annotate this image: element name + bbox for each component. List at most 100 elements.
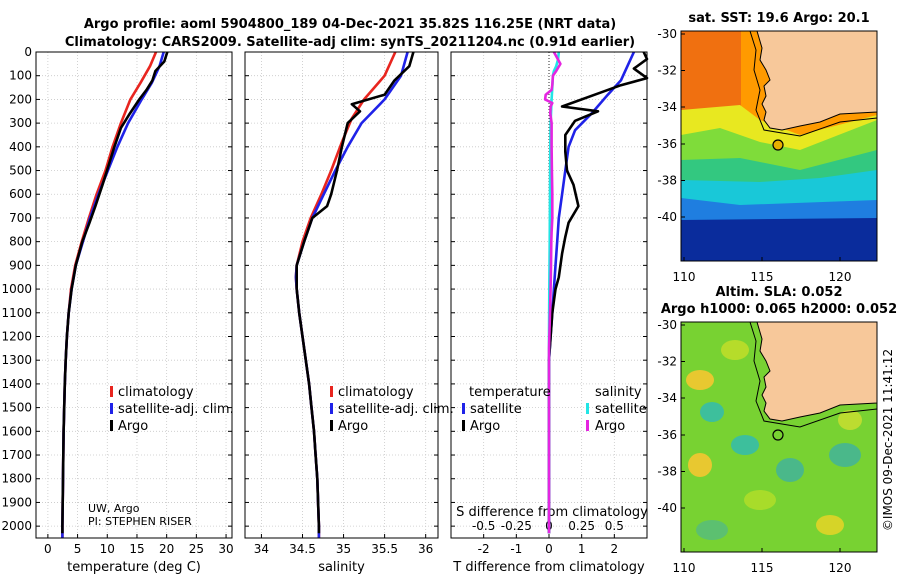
- difference-panel: -2 -1 0 1 2-0.5 -0.25 0 0.25 0.5S difference fro…: [450, 51, 649, 575]
- y-tick-label: 600: [9, 187, 32, 201]
- x-tick-label: 25: [189, 542, 204, 556]
- sla-high-anomaly: [686, 370, 714, 390]
- x-tick-label: 35.5: [371, 542, 398, 556]
- legend-swatch-satellite: [110, 403, 113, 414]
- figure-title-line1: Argo profile: aoml 5904800_189 04-Dec-20…: [84, 17, 616, 32]
- legend-swatch-s-satellite: [586, 403, 589, 414]
- y-tick-label: 100: [9, 69, 32, 83]
- sst-map-frame: [680, 30, 878, 262]
- legend-label-t-argo: Argo: [470, 419, 500, 434]
- legend-difference: temperature salinity satellite Argo sate…: [462, 385, 647, 434]
- sla-map-frame: [680, 321, 878, 553]
- plot-area: [245, 52, 438, 538]
- legend-swatch-t-satellite: [462, 403, 465, 414]
- x-tick-label: 15: [129, 542, 144, 556]
- s-tick-label: -0.25: [501, 519, 532, 533]
- legend-label-climatology: climatology: [118, 385, 194, 400]
- y-tick-label: 1800: [1, 472, 32, 486]
- lat-tick-label: -36: [657, 137, 677, 151]
- credit-institution: UW, Argo: [88, 502, 140, 515]
- lon-tick-label: 115: [751, 561, 774, 575]
- lat-tick-label: -30: [657, 318, 677, 332]
- sla-anomaly: [721, 340, 749, 360]
- sla-map-title-1: Altim. SLA: 0.052: [716, 285, 843, 300]
- sst-argo-location-marker: [772, 139, 784, 151]
- x-tick-label: 36: [418, 542, 433, 556]
- sla-isobath: [749, 322, 877, 428]
- legend-swatch-climatology: [110, 386, 113, 397]
- timestamp-watermark: ©IMOS 09-Dec-2021 11:41:12: [881, 349, 895, 531]
- sst-map-title: sat. SST: 19.6 Argo: 20.1: [688, 11, 869, 26]
- lat-tick-label: -32: [657, 64, 677, 78]
- legend-swatch-argo: [330, 420, 333, 431]
- x-tick-label: 34: [254, 542, 269, 556]
- sla-land-australia: [756, 322, 877, 422]
- x-tick-label: 0: [44, 542, 52, 556]
- lon-tick-label: 120: [829, 561, 852, 575]
- sla-map: -30 -32 -34 -36 -38 -40 110 115 120: [657, 318, 878, 575]
- s-axis-label: S difference from climatology: [456, 505, 648, 520]
- lat-tick-label: -34: [657, 391, 677, 405]
- x-tick-label: -2: [478, 542, 490, 556]
- plot-frame: [244, 51, 439, 539]
- s-tick-label: 0.5: [605, 519, 624, 533]
- lat-tick-label: -40: [657, 210, 677, 224]
- y-tick-label: 2000: [1, 519, 32, 533]
- lat-tick-label: -34: [657, 100, 677, 114]
- s-tick-label: -0.5: [472, 519, 495, 533]
- x-tick-label: 10: [100, 542, 115, 556]
- y-tick-label: 1100: [1, 306, 32, 320]
- y-tick-label: 500: [9, 164, 32, 178]
- sst-isobath: [749, 31, 877, 137]
- y-tick-label: 900: [9, 258, 32, 272]
- x-tick-label: 20: [159, 542, 174, 556]
- legend-label-argo: Argo: [338, 419, 368, 434]
- x-tick-label: 35: [336, 542, 351, 556]
- sst-water-deep-blue: [681, 218, 877, 261]
- x-tick-label: 2: [611, 542, 619, 556]
- y-tick-label: 1900: [1, 495, 32, 509]
- y-tick-label: 1300: [1, 353, 32, 367]
- legend-label-s-argo: Argo: [595, 419, 625, 434]
- legend-swatch-s-argo: [586, 420, 589, 431]
- lon-tick-label: 110: [673, 270, 696, 284]
- sla-low-anomaly: [829, 443, 861, 467]
- series-line-argo: [61, 51, 169, 534]
- sla-anomaly: [696, 520, 728, 540]
- x-axis-label: T difference from climatology: [452, 560, 645, 575]
- x-axis-label: temperature (deg C): [67, 560, 201, 575]
- sst-axis-ticks: -30 -32 -34 -36 -38 -40 110 115 120: [657, 27, 851, 284]
- legend-label-climatology: climatology: [338, 385, 414, 400]
- y-tick-label: 800: [9, 235, 32, 249]
- x-tick-label: 34.5: [289, 542, 316, 556]
- y-tick-label: 1200: [1, 329, 32, 343]
- figure-title-line2: Climatology: CARS2009. Satellite-adj cli…: [65, 35, 635, 50]
- sla-argo-location-marker: [772, 429, 784, 441]
- lat-tick-label: -30: [657, 27, 677, 41]
- x-tick-label: 1: [578, 542, 586, 556]
- y-tick-label: 1400: [1, 377, 32, 391]
- sla-anomaly: [816, 515, 844, 535]
- legend-swatch-t-argo: [462, 420, 465, 431]
- legend-label-satellite: satellite-adj. clim.: [338, 402, 454, 417]
- y-tick-label: 300: [9, 116, 32, 130]
- y-tick-label: 700: [9, 211, 32, 225]
- y-tick-label: 200: [9, 92, 32, 106]
- sst-land-australia: [756, 31, 877, 131]
- lat-tick-label: -32: [657, 355, 677, 369]
- legend-title-temperature: temperature: [469, 385, 551, 400]
- y-tick-label: 0: [24, 45, 32, 59]
- lat-tick-label: -40: [657, 501, 677, 515]
- credit-pi: PI: STEPHEN RISER: [88, 515, 192, 528]
- legend-label-s-satellite: satellite: [595, 402, 647, 417]
- legend-temperature: climatology satellite-adj. clim. Argo: [110, 385, 234, 434]
- salinity-panel: 34 34.5 35 35.5 36 salinity: [244, 51, 439, 575]
- plot-frame: [450, 51, 648, 539]
- y-tick-label: 1600: [1, 424, 32, 438]
- lon-tick-label: 120: [829, 270, 852, 284]
- plot-area: [36, 52, 232, 538]
- lon-tick-label: 110: [673, 561, 696, 575]
- legend-label-satellite: satellite-adj. clim.: [118, 402, 234, 417]
- legend-label-t-satellite: satellite: [470, 402, 522, 417]
- lon-tick-label: 115: [751, 270, 774, 284]
